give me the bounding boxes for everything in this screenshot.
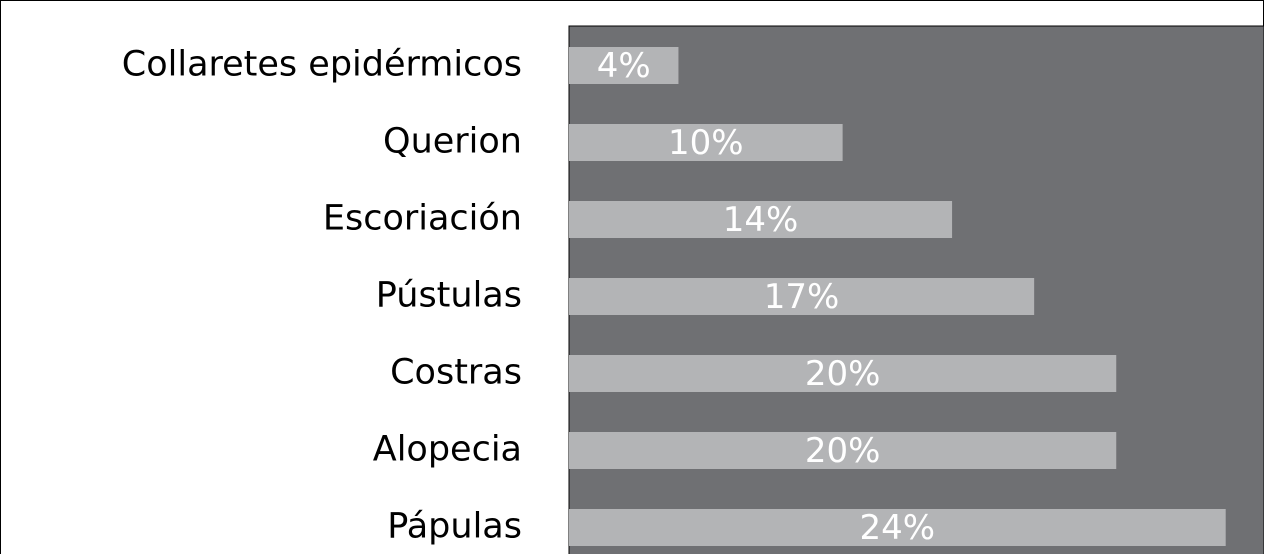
data-label: 24% bbox=[860, 508, 936, 548]
y-tick-label: Alopecia bbox=[373, 430, 522, 470]
data-label: 20% bbox=[805, 431, 881, 471]
y-tick-label: Collaretes epidérmicos bbox=[122, 45, 522, 85]
data-label: 10% bbox=[668, 123, 744, 163]
y-tick-label: Pústulas bbox=[376, 276, 522, 316]
bar bbox=[569, 355, 1117, 392]
bar bbox=[569, 201, 953, 238]
bar bbox=[569, 124, 843, 161]
bar bbox=[569, 47, 679, 84]
bar bbox=[569, 432, 1117, 469]
y-tick-label: Pápulas bbox=[387, 507, 522, 547]
data-label: 4% bbox=[597, 46, 651, 86]
data-label: 20% bbox=[805, 354, 881, 394]
y-tick-label: Escoriación bbox=[323, 199, 522, 239]
y-tick-label: Costras bbox=[390, 353, 522, 393]
data-label: 17% bbox=[764, 277, 840, 317]
data-label: 14% bbox=[723, 200, 799, 240]
y-tick-label: Querion bbox=[383, 122, 522, 162]
bar bbox=[569, 509, 1226, 546]
bar bbox=[569, 278, 1035, 315]
